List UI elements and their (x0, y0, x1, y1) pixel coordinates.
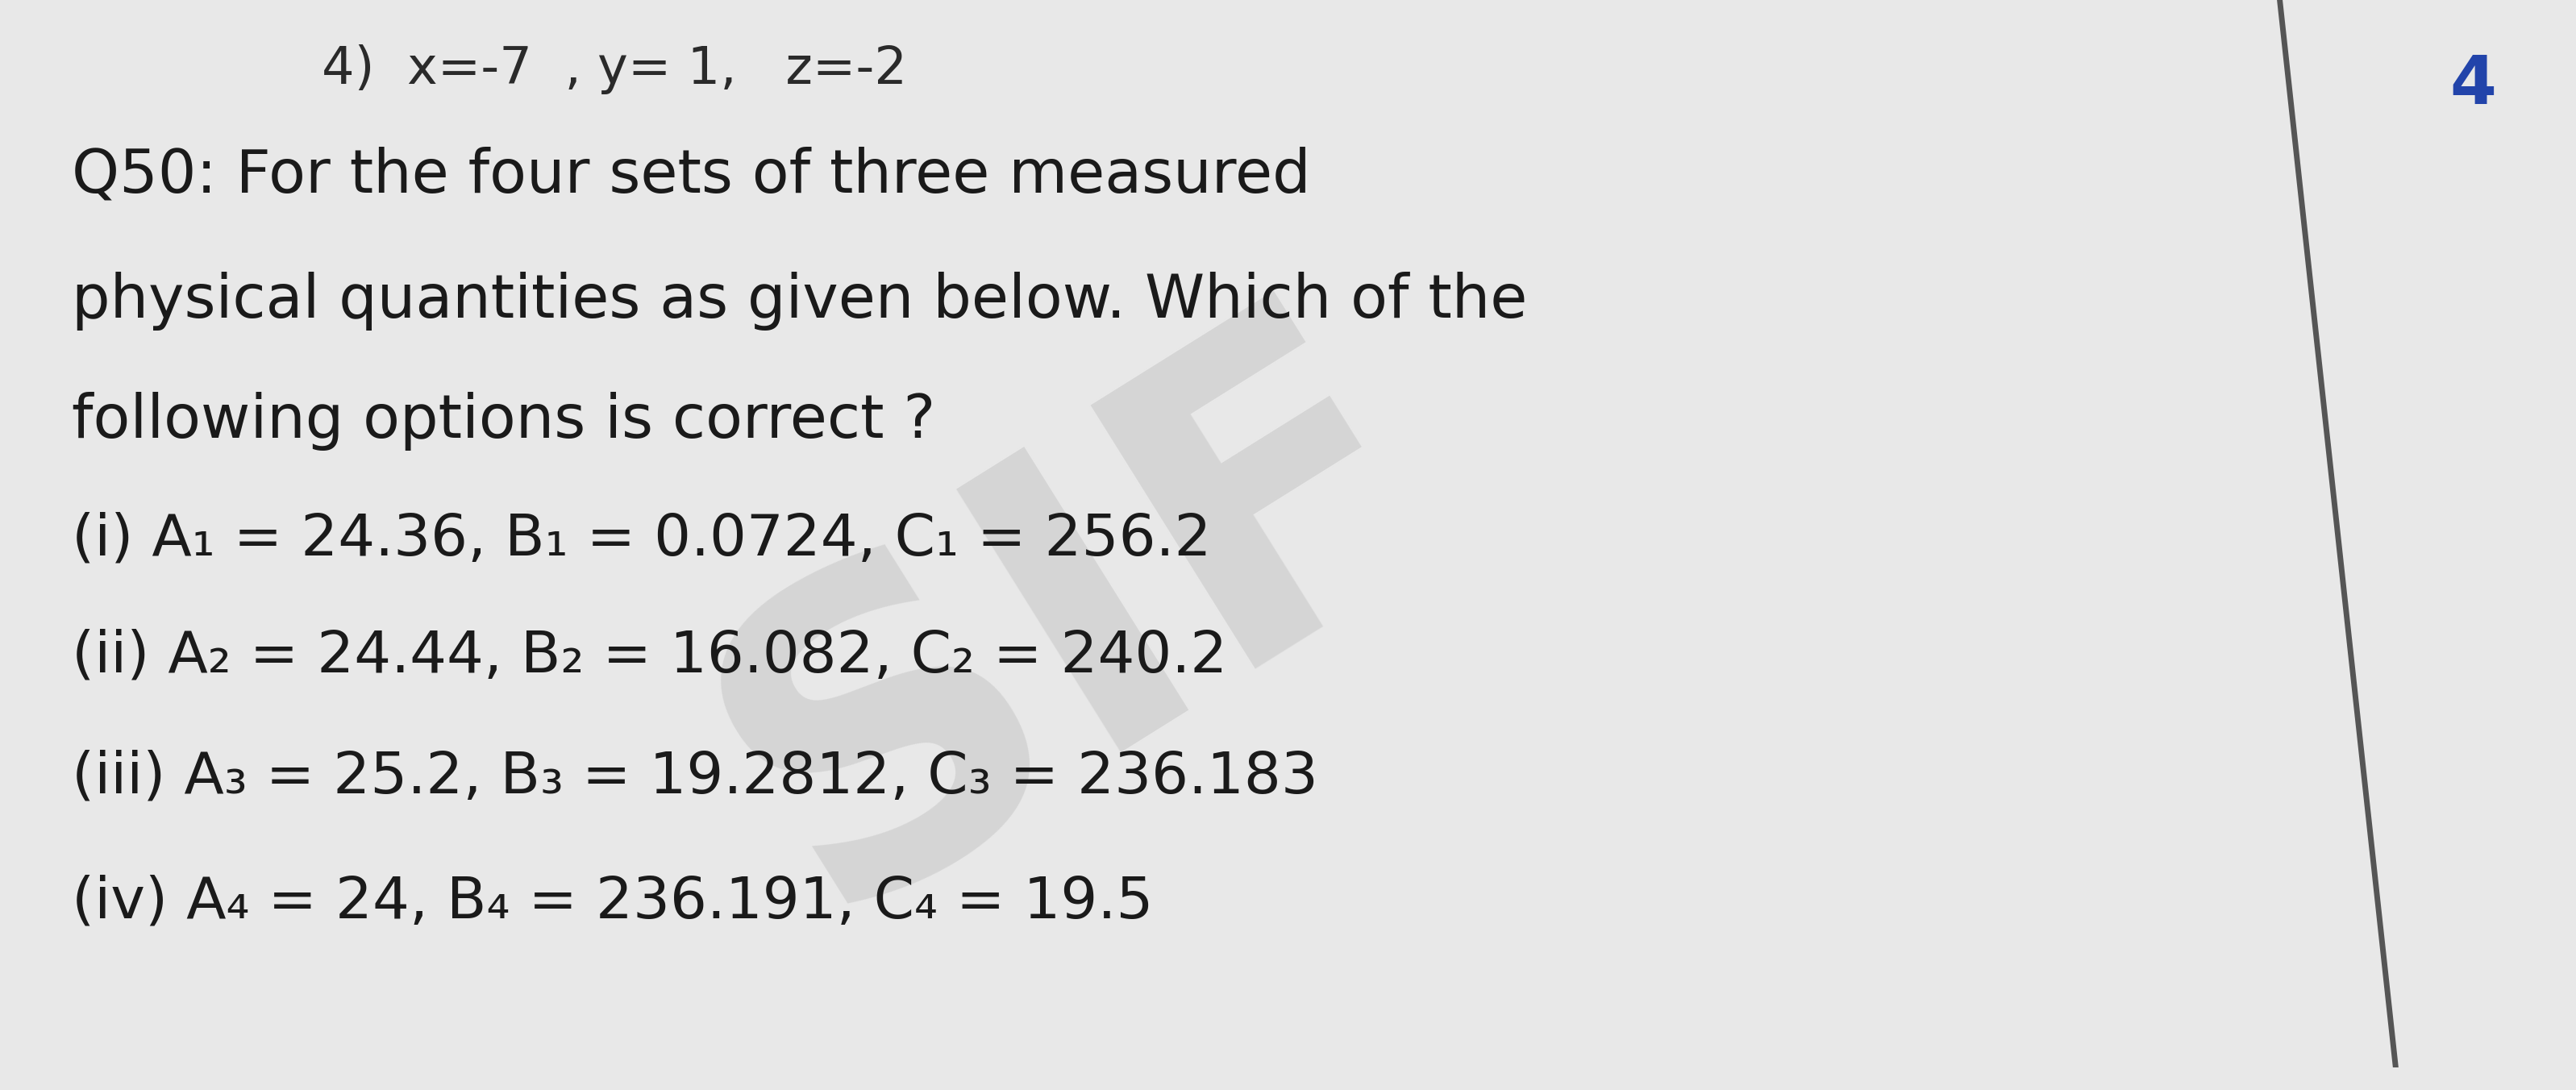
Text: physical quantities as given below. Which of the: physical quantities as given below. Whic… (72, 271, 1528, 330)
Text: Q50: For the four sets of three measured: Q50: For the four sets of three measured (72, 147, 1311, 206)
Text: (ii) A₂ = 24.44, B₂ = 16.082, C₂ = 240.2: (ii) A₂ = 24.44, B₂ = 16.082, C₂ = 240.2 (72, 629, 1229, 685)
Text: SIF: SIF (652, 244, 1512, 994)
Text: 4: 4 (2450, 52, 2496, 118)
Text: 4)  x=-7  , y= 1,   z=-2: 4) x=-7 , y= 1, z=-2 (322, 45, 907, 95)
Text: (i) A₁ = 24.36, B₁ = 0.0724, C₁ = 256.2: (i) A₁ = 24.36, B₁ = 0.0724, C₁ = 256.2 (72, 511, 1211, 567)
Text: (iv) A₄ = 24, B₄ = 236.191, C₄ = 19.5: (iv) A₄ = 24, B₄ = 236.191, C₄ = 19.5 (72, 874, 1154, 930)
Text: (iii) A₃ = 25.2, B₃ = 19.2812, C₃ = 236.183: (iii) A₃ = 25.2, B₃ = 19.2812, C₃ = 236.… (72, 749, 1319, 804)
Text: following options is correct ?: following options is correct ? (72, 392, 935, 451)
